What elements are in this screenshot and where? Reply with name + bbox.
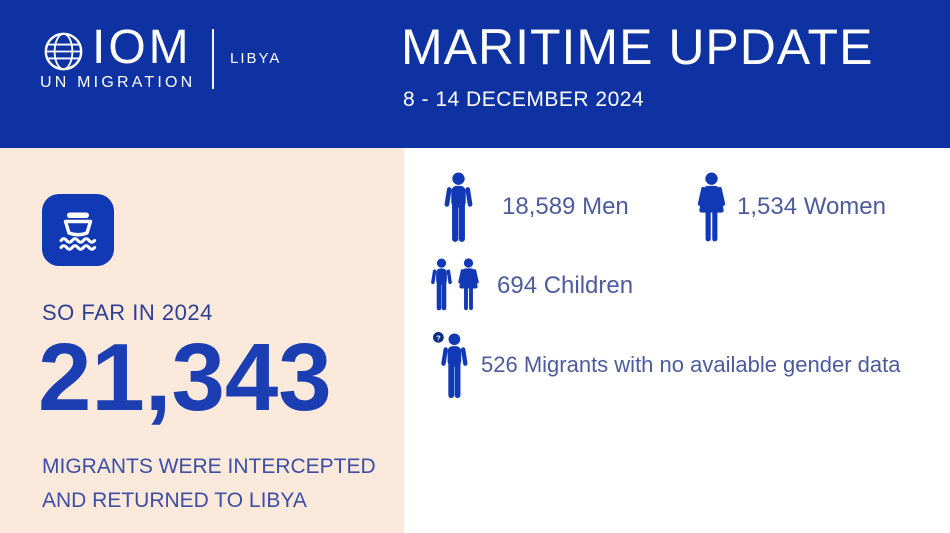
header: IOM UN MIGRATION LIBYA MARITIME UPDATE 8…: [0, 0, 950, 148]
ship-tile: [42, 194, 114, 266]
stats-panel: 18,589 Men 1,534 Women 6: [404, 148, 950, 533]
unknown-gender-stat: 526 Migrants with no available gender da…: [481, 352, 901, 377]
ship-icon: [59, 212, 97, 251]
summary-panel: SO FAR IN 2024 21,343 MIGRANTS WERE INTE…: [0, 148, 404, 533]
logo-office: LIBYA: [230, 50, 282, 67]
men-stat: 18,589 Men: [502, 193, 629, 220]
unknown-gender-icon: ?: [433, 332, 468, 399]
children-stat: 694 Children: [497, 272, 634, 299]
logo-org: IOM: [92, 21, 192, 74]
iom-globe-icon: [44, 32, 83, 71]
caption-line2: AND RETURNED TO LIBYA: [42, 489, 307, 512]
woman-icon: [697, 172, 726, 242]
girl-icon: [458, 258, 479, 311]
question-badge: [433, 332, 444, 343]
women-stat: 1,534 Women: [737, 193, 886, 220]
question-mark: ?: [436, 333, 441, 342]
man-icon: [444, 172, 473, 242]
caption-line1: MIGRANTS WERE INTERCEPTED: [42, 455, 376, 478]
date-range: 8 - 14 DECEMBER 2024: [403, 88, 645, 111]
total-count: 21,343: [38, 324, 332, 431]
boy-icon: [431, 258, 452, 311]
logo-tagline: UN MIGRATION: [40, 74, 196, 91]
logo-divider: [212, 29, 214, 89]
period-label: SO FAR IN 2024: [42, 300, 213, 325]
total-caption: MIGRANTS WERE INTERCEPTED AND RETURNED T…: [42, 450, 376, 518]
page-title: MARITIME UPDATE: [401, 19, 874, 75]
